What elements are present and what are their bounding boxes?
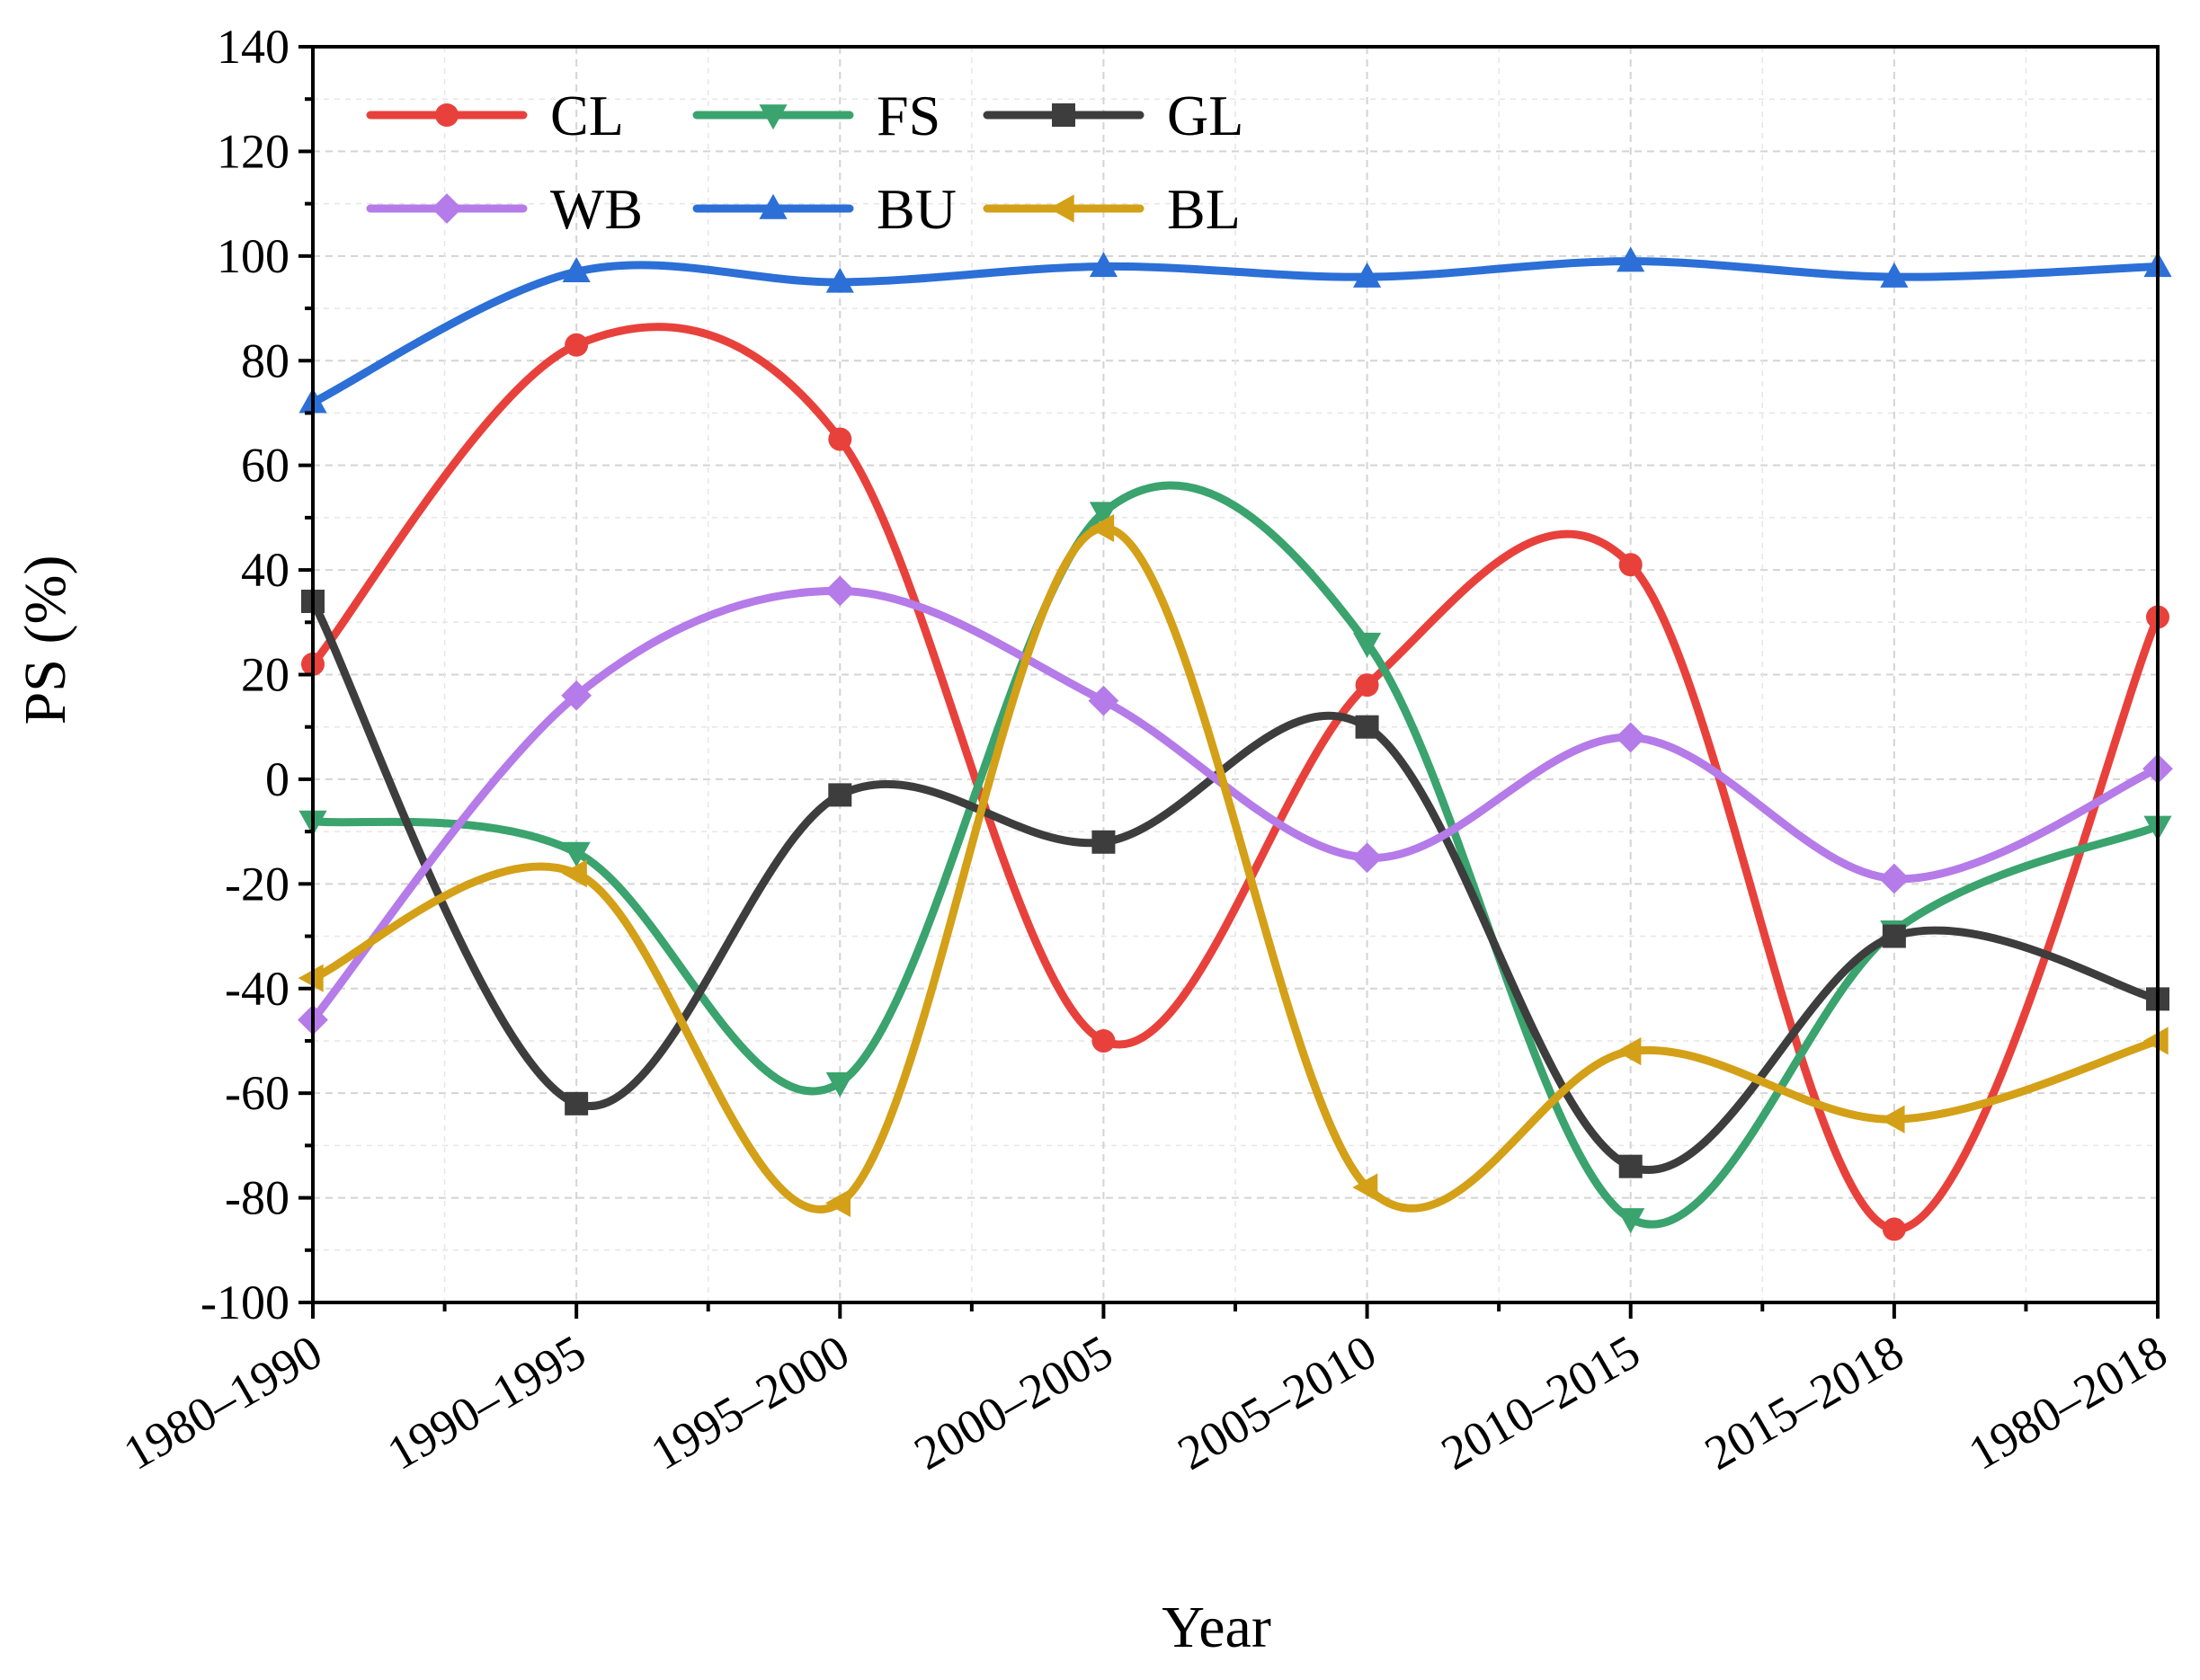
data-point-wb bbox=[1088, 685, 1119, 716]
data-point-cl bbox=[1355, 673, 1379, 698]
data-point-bu bbox=[1617, 246, 1645, 272]
legend-item-bu: BU bbox=[692, 177, 957, 241]
data-point-bl bbox=[1352, 1173, 1378, 1202]
x-tick-label: 1980–2018 bbox=[1960, 1324, 2176, 1480]
data-point-fs bbox=[562, 841, 591, 867]
y-tick-label: 80 bbox=[241, 333, 289, 387]
x-tick-label: 2005–2010 bbox=[1169, 1324, 1385, 1480]
x-tick-label: 1990–1995 bbox=[379, 1324, 594, 1480]
x-axis-title: Year bbox=[1162, 1595, 1271, 1660]
x-tick-label: 2010–2015 bbox=[1432, 1324, 1648, 1480]
data-point-cl bbox=[1618, 553, 1643, 577]
data-point-bl bbox=[561, 859, 587, 888]
data-point-gl bbox=[828, 783, 852, 807]
data-point-fs bbox=[1089, 502, 1118, 528]
grid bbox=[313, 46, 2158, 1302]
x-tick-label: 2015–2018 bbox=[1696, 1324, 1911, 1480]
y-tick-label: 0 bbox=[265, 752, 289, 806]
legend-marker bbox=[1048, 194, 1074, 223]
legend-marker bbox=[1052, 103, 1075, 127]
data-point-wb bbox=[1878, 863, 1910, 894]
y-tick-label: -60 bbox=[225, 1066, 289, 1120]
data-point-bu bbox=[1089, 252, 1118, 278]
y-axis-title: PS (%) bbox=[13, 556, 78, 725]
data-point-bu bbox=[562, 257, 591, 282]
y-tick-label: -40 bbox=[225, 962, 289, 1016]
data-point-gl bbox=[1355, 715, 1379, 739]
legend-label: GL bbox=[1167, 84, 1243, 147]
data-point-cl bbox=[1882, 1217, 1906, 1241]
y-tick-label: -100 bbox=[200, 1276, 289, 1329]
data-point-bl bbox=[1879, 1105, 1905, 1133]
legend-label: BU bbox=[877, 177, 957, 241]
data-point-bl bbox=[1616, 1037, 1642, 1066]
axes: -100 -80 -60 -40 -20 0 20 40 60 80 100 120 140 1980–1… bbox=[115, 20, 2176, 1480]
data-point-fs bbox=[1352, 632, 1382, 658]
series-line-fs bbox=[308, 481, 2162, 1229]
data-point-fs bbox=[825, 1071, 854, 1098]
data-point-gl bbox=[565, 1091, 589, 1116]
data-point-gl bbox=[1618, 1154, 1643, 1178]
y-tick-label: 20 bbox=[241, 648, 289, 702]
y-tick-label: 120 bbox=[217, 124, 289, 178]
y-tick-label: -20 bbox=[225, 857, 289, 911]
data-point-bl bbox=[1089, 513, 1115, 543]
legend-item-cl: CL bbox=[366, 84, 624, 147]
y-tick-label: 100 bbox=[217, 229, 289, 283]
y-tick-label: -80 bbox=[225, 1171, 289, 1225]
legend: CL FS GL WB BU BL bbox=[366, 84, 1243, 241]
x-tick-label: 2000–2005 bbox=[905, 1324, 1121, 1480]
x-tick-label: 1980–1990 bbox=[115, 1324, 331, 1480]
series-layer bbox=[298, 246, 2173, 1241]
data-point-bl bbox=[298, 964, 324, 992]
data-point-wb bbox=[1615, 722, 1646, 753]
legend-label: FS bbox=[877, 84, 940, 147]
series-cl bbox=[301, 323, 2169, 1241]
data-point-bl bbox=[825, 1188, 851, 1218]
legend-item-gl: GL bbox=[983, 84, 1243, 147]
series-line-bu bbox=[308, 257, 2162, 407]
series-bl bbox=[298, 513, 2169, 1218]
y-tick-label: 40 bbox=[241, 543, 289, 597]
legend-item-wb: WB bbox=[366, 177, 643, 241]
data-point-gl bbox=[1091, 830, 1116, 854]
series-line-bl bbox=[308, 524, 2162, 1213]
data-point-bu bbox=[1352, 262, 1382, 288]
data-point-cl bbox=[828, 427, 852, 451]
data-point-gl bbox=[1882, 924, 1906, 948]
legend-label: WB bbox=[550, 177, 643, 241]
data-point-bu bbox=[1880, 262, 1909, 288]
data-point-wb bbox=[1351, 842, 1383, 874]
legend-marker bbox=[759, 193, 788, 219]
data-point-wb bbox=[561, 680, 592, 711]
y-tick-label: 60 bbox=[241, 439, 289, 493]
x-tick-label: 1995–2000 bbox=[642, 1324, 858, 1480]
legend-marker bbox=[432, 193, 462, 224]
legend-item-fs: FS bbox=[692, 84, 940, 147]
data-point-cl bbox=[1091, 1028, 1116, 1053]
data-point-bu bbox=[825, 267, 854, 293]
data-point-cl bbox=[565, 333, 589, 357]
y-tick-label: 140 bbox=[217, 20, 289, 74]
data-point-fs bbox=[1617, 1208, 1645, 1234]
legend-label: BL bbox=[1167, 177, 1241, 241]
series-bu bbox=[298, 246, 2172, 413]
legend-label: CL bbox=[550, 84, 624, 147]
legend-marker bbox=[759, 104, 788, 130]
data-point-bl bbox=[2142, 1027, 2169, 1055]
legend-item-bl: BL bbox=[983, 177, 1241, 241]
legend-marker bbox=[435, 103, 459, 127]
data-point-wb bbox=[824, 575, 856, 607]
